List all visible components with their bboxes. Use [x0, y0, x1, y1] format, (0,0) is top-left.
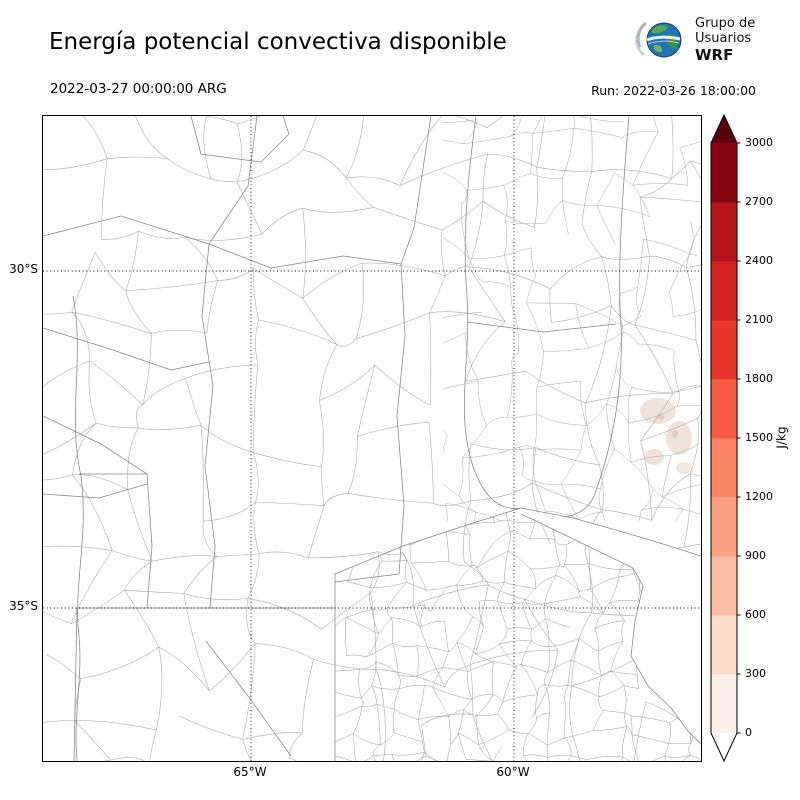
colorbar-tick-label: 2400: [745, 254, 773, 267]
lat-tick-35s: 35°S: [9, 599, 38, 613]
colorbar-tick-label: 0: [745, 726, 752, 739]
colorbar-tick-label: 2100: [745, 313, 773, 326]
colorbar-tick-label: 300: [745, 667, 766, 680]
colorbar-tick-labels: 0 300 600 900 1200 1500 1800 2100 2400 2700 3000: [745, 0, 789, 800]
globe-icon: [635, 21, 682, 58]
logo-line1: Grupo de: [695, 16, 756, 31]
logo-line3: WRF: [695, 46, 734, 64]
argentina-cape-map: [43, 116, 701, 761]
lon-tick-60w: 60°W: [496, 765, 530, 779]
colorbar-unit-label: J/kg: [774, 426, 789, 449]
colorbar-tick-label: 2700: [745, 195, 773, 208]
colorbar-tick-label: 1200: [745, 490, 773, 503]
wrf-logo-text: Grupo de Usuarios WRF: [695, 16, 755, 64]
wrf-logo: Grupo de Usuarios WRF: [634, 13, 755, 67]
colorbar-tick-label: 3000: [745, 136, 773, 149]
colorbar: [710, 114, 741, 762]
province-borders: [43, 116, 630, 761]
lon-tick-65w: 65°W: [233, 765, 267, 779]
valid-time-label: 2022-03-27 00:00:00 ARG: [50, 81, 227, 97]
map-canvas: [42, 115, 702, 762]
logo-line2: Usuarios: [695, 31, 752, 46]
run-time-label: Run: 2022-03-26 18:00:00: [591, 83, 756, 98]
colorbar-tick-label: 1800: [745, 372, 773, 385]
lat-tick-30s: 30°S: [9, 262, 38, 276]
page-title: Energía potencial convectiva disponible: [49, 29, 507, 55]
colorbar-tick-label: 600: [745, 608, 766, 621]
colorbar-tick-label: 900: [745, 549, 766, 562]
colorbar-tick-label: 1500: [745, 431, 773, 444]
